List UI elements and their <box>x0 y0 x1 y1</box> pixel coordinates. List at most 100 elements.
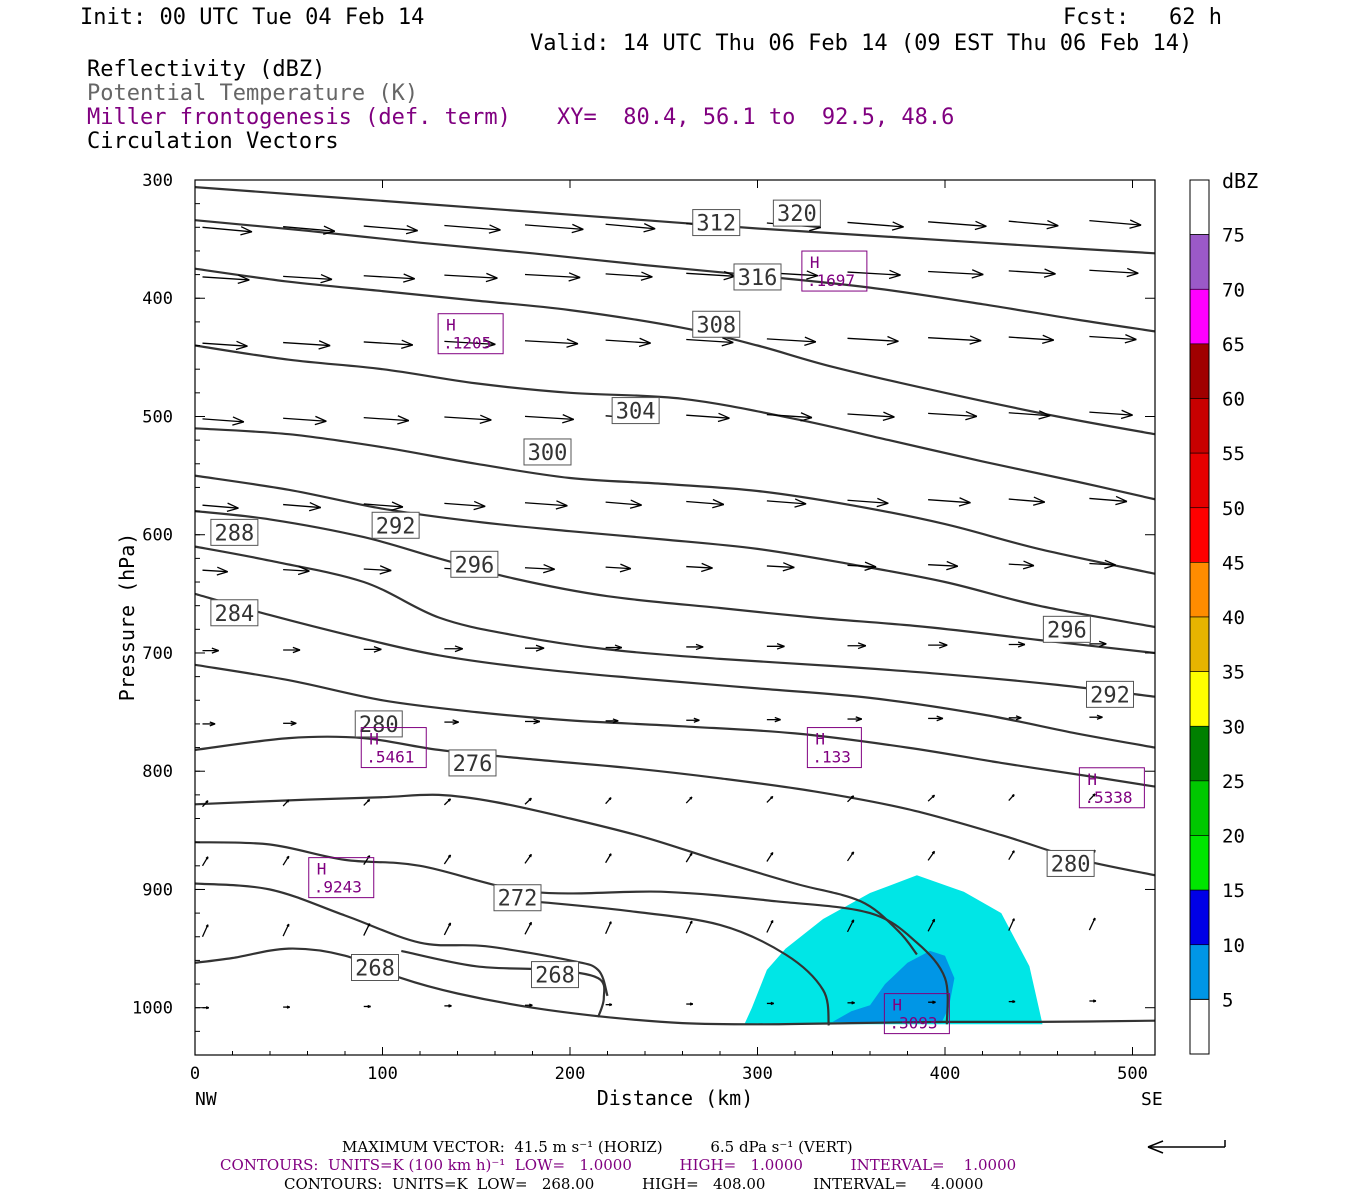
x-axis-right-end-label: SE <box>1141 1089 1163 1110</box>
valid-time: Valid: 14 UTC Thu 06 Feb 14 (09 EST Thu … <box>530 31 1193 56</box>
circulation-vector <box>1089 409 1133 420</box>
theta-label-268: 268 <box>535 964 575 989</box>
frontogenesis-maxima-layer: H.1697H.1205H.5461H.133H.5338H.9243H.309… <box>308 250 1145 1035</box>
x-axis-title: Distance (km) <box>597 1086 754 1110</box>
colorbar-label: 5 <box>1222 989 1233 1011</box>
circulation-vector <box>444 338 496 349</box>
theta-label-296: 296 <box>1047 618 1087 643</box>
cross-section-endpoints: XY= 80.4, 56.1 to 92.5, 48.6 <box>557 105 955 130</box>
circulation-vector <box>444 500 486 511</box>
theta-contour-304 <box>195 427 1155 575</box>
theta-contour-272 <box>532 900 830 1026</box>
circulation-vector <box>1008 496 1046 506</box>
colorbar-label: 60 <box>1222 389 1245 411</box>
theta-label-box <box>611 397 660 425</box>
theta-contour-308 <box>195 344 1155 501</box>
colorbar-label: 40 <box>1222 607 1245 629</box>
circulation-vector <box>766 716 781 723</box>
colorbar-cell-60 <box>1189 398 1210 454</box>
frontogenesis-max-value: .1697 <box>807 271 855 290</box>
colorbar-label: 35 <box>1222 662 1245 684</box>
theta-label-272: 272 <box>498 887 538 912</box>
circulation-vector <box>282 855 290 866</box>
circulation-vector <box>847 716 863 722</box>
circulation-vector <box>766 852 774 862</box>
circulation-vector <box>282 799 290 807</box>
circulation-vector <box>1008 334 1055 345</box>
circulation-vector <box>363 855 371 865</box>
frontogenesis-max-marker: H <box>810 253 820 272</box>
colorbar-label: 25 <box>1222 771 1245 793</box>
circulation-vector <box>444 224 501 234</box>
circulation-vector <box>686 498 725 509</box>
theta-label-box <box>1086 680 1134 708</box>
circulation-vector <box>283 273 333 284</box>
circulation-vector <box>363 501 404 511</box>
circulation-vector <box>1008 715 1022 721</box>
circulation-vector <box>685 852 693 863</box>
circulation-vector <box>202 226 253 236</box>
reflectivity-layer <box>744 875 1043 1025</box>
circulation-vector <box>363 1004 371 1009</box>
theta-label-312: 312 <box>696 212 736 237</box>
circulation-vector <box>1008 918 1015 931</box>
circulation-vector <box>363 339 414 349</box>
circulation-vector <box>363 415 410 425</box>
circulation-vector <box>1088 917 1096 931</box>
colorbar: 5 10 15 20 25 30 35 40 45 50 55 60 65 70 75 <box>1189 179 1245 1055</box>
circulation-vector <box>928 269 984 279</box>
circulation-vector <box>928 410 978 421</box>
colorbar-label: 30 <box>1222 716 1245 738</box>
theta-contour-note: CONTOURS: UNITS=K LOW= 268.00 HIGH= 408.… <box>284 1175 984 1193</box>
frontogenesis-max-marker: H <box>892 996 902 1015</box>
frontogenesis-max: H.133 <box>806 727 862 769</box>
theta-label-316: 316 <box>738 266 778 291</box>
circulation-vector <box>444 1004 452 1008</box>
theta-contour-296 <box>195 510 1155 655</box>
circulation-vector <box>928 641 948 649</box>
circulation-vector <box>685 796 693 804</box>
circulation-vector <box>605 271 653 281</box>
colorbar-label: 20 <box>1222 826 1245 848</box>
theta-label-box <box>371 511 420 539</box>
field-frontogenesis: Miller frontogenesis (def. term) <box>87 105 511 130</box>
circulation-vector <box>283 565 310 576</box>
theta-label-320: 320 <box>777 202 817 227</box>
theta-label-box <box>523 438 572 466</box>
circulation-vector <box>847 221 904 231</box>
theta-label-box <box>351 954 399 981</box>
circulation-vector <box>282 923 290 937</box>
circulation-vector <box>444 414 492 425</box>
colorbar-cell-75 <box>1189 234 1210 290</box>
theta-label-280: 280 <box>359 713 399 738</box>
x-tick-label: 200 <box>555 1064 586 1084</box>
circulation-vector <box>1089 219 1142 229</box>
theta-label-box <box>692 209 741 237</box>
frontogenesis-max-marker: H <box>815 730 825 749</box>
circulation-vector <box>686 412 730 423</box>
theta-label-268: 268 <box>355 957 395 982</box>
frontogenesis-max-value: .5338 <box>1084 788 1132 807</box>
circulation-vector <box>686 562 713 573</box>
circulation-vector <box>202 502 239 512</box>
circulation-vector <box>444 272 498 283</box>
circulation-vector <box>605 853 612 864</box>
field-potential-temperature: Potential Temperature (K) <box>87 81 419 106</box>
frontogenesis-max-marker: H <box>1087 770 1097 789</box>
theta-label-300: 300 <box>528 441 568 466</box>
circulation-vector <box>1008 794 1015 802</box>
max-vector-note: MAXIMUM VECTOR: 41.5 m s⁻¹ (HORIZ) 6.5 d… <box>342 1138 853 1156</box>
circulation-vector <box>605 644 623 651</box>
colorbar-bottom-cell <box>1189 998 1210 1055</box>
circulation-vector <box>605 1003 613 1007</box>
y-tick-label: 700 <box>142 644 173 664</box>
circulation-vector <box>766 336 817 346</box>
circulation-vector <box>928 497 971 507</box>
circulation-vector <box>283 340 331 350</box>
x-tick-label: 300 <box>742 1064 773 1084</box>
circulation-vector <box>444 645 463 653</box>
x-tick-label: 100 <box>367 1064 398 1084</box>
colorbar-cell-10 <box>1189 944 1210 1000</box>
theta-label-box <box>210 518 259 546</box>
y-tick-label: 1000 <box>132 999 173 1019</box>
